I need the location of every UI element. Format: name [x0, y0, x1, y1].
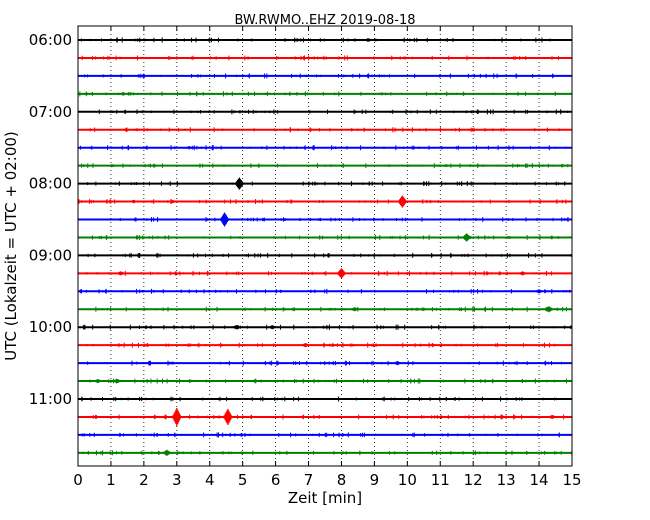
x-axis-ticks: 0 1 2 3 4 5 6 7 8 9 10 11 12 13 14 15 — [73, 26, 582, 489]
x-tick-label: 4 — [205, 471, 215, 489]
x-tick-label: 15 — [562, 471, 581, 489]
y-tick-label: 08:00 — [29, 175, 72, 193]
y-axis-label: UTC (Lokalzeit = UTC + 02:00) — [2, 131, 20, 361]
plot-frame — [77, 25, 573, 467]
x-tick-label: 3 — [172, 471, 182, 489]
y-tick-label: 10:00 — [29, 318, 72, 336]
y-axis-ticks: 06:00 07:00 08:00 09:00 10:00 11:00 — [29, 31, 572, 408]
x-tick-label: 6 — [271, 471, 281, 489]
y-tick-label: 09:00 — [29, 246, 72, 264]
x-tick-label: 10 — [398, 471, 417, 489]
y-tick-label: 11:00 — [29, 390, 72, 408]
x-tick-label: 11 — [431, 471, 450, 489]
x-tick-label: 9 — [370, 471, 380, 489]
x-tick-label: 13 — [497, 471, 516, 489]
x-tick-label: 8 — [337, 471, 347, 489]
trace-lines — [77, 37, 573, 456]
x-tick-label: 1 — [106, 471, 116, 489]
x-tick-label: 7 — [304, 471, 314, 489]
y-tick-label: 06:00 — [29, 31, 72, 49]
grid — [110, 26, 540, 466]
chart-title: BW.RWMO..EHZ 2019-08-18 — [234, 13, 415, 28]
x-tick-label: 0 — [73, 471, 83, 489]
x-tick-label: 5 — [238, 471, 248, 489]
x-tick-label: 2 — [139, 471, 149, 489]
x-tick-label: 12 — [464, 471, 483, 489]
y-tick-label: 07:00 — [29, 103, 72, 121]
x-tick-label: 14 — [530, 471, 549, 489]
x-axis-label: Zeit [min] — [288, 489, 362, 507]
